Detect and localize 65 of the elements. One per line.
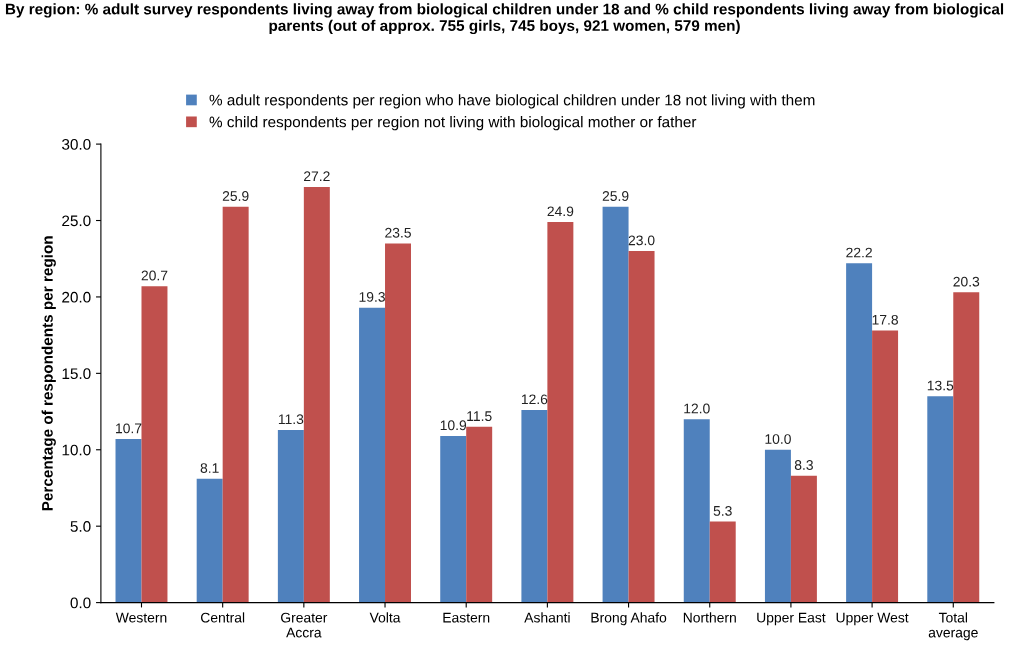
bar (709, 521, 736, 603)
data-label: 23.5 (385, 227, 411, 238)
data-label: 10.7 (116, 423, 142, 434)
x-tick-label: Central (200, 612, 245, 623)
bar (440, 436, 467, 603)
x-tick-label: Upper West (836, 612, 909, 626)
bar (222, 206, 249, 603)
data-label: 10.0 (765, 434, 791, 444)
bar (277, 429, 304, 603)
legend-label: % child respondents per region not living with biological mother or father (209, 116, 697, 131)
y-tick-label: 15.0 (62, 368, 91, 380)
data-label: 24.9 (547, 206, 574, 217)
x-tick-label: Northern (683, 612, 736, 623)
y-tick-label: 30.0 (62, 138, 91, 150)
bar (466, 426, 493, 603)
data-label: 11.3 (278, 414, 304, 425)
y-tick-label: 10.0 (62, 444, 91, 456)
bar (602, 206, 629, 603)
bar (790, 475, 817, 603)
y-tick-label: 0.0 (70, 597, 91, 609)
bar (359, 307, 386, 603)
bar (927, 396, 954, 603)
data-label: 22.2 (846, 247, 872, 258)
bar (521, 410, 548, 603)
bar (872, 330, 899, 603)
data-label: 19.3 (359, 291, 385, 302)
y-axis-title: Percentage of respondents per region (41, 236, 56, 511)
x-tick-label: Ashanti (524, 612, 570, 623)
x-tick-label: Brong Ahafo (591, 612, 667, 626)
x-tick-label: Volta (369, 612, 401, 623)
y-tick-label: 25.0 (62, 215, 91, 227)
data-label: 10.9 (440, 420, 467, 431)
x-tick-label: Total average (928, 612, 978, 641)
chart-title: By region: % adult survey respondents living away from biological children under 18 and % child respondents living away from biological parents (out of approx. 755 girls, 745 boys, 921 women, 579 men) (5, 3, 1004, 35)
data-label: 8.1 (200, 463, 219, 473)
legend-label: % adult respondents per region who have biological children under 18 not living with them (209, 94, 815, 109)
data-label: 17.8 (872, 314, 898, 325)
bar (196, 478, 223, 603)
bar (953, 292, 980, 603)
data-label: 5.3 (713, 505, 732, 516)
y-tick-label: 20.0 (62, 291, 91, 303)
bar (846, 263, 873, 603)
x-tick-label: Eastern (443, 612, 490, 623)
bar (547, 222, 574, 603)
data-label: 23.0 (628, 235, 655, 246)
bar (683, 419, 710, 603)
data-label: 11.5 (467, 411, 492, 422)
data-label: 25.9 (602, 191, 629, 201)
data-label: 8.3 (794, 460, 813, 470)
bar (385, 243, 411, 603)
bar (141, 286, 168, 603)
data-label: 20.7 (141, 270, 168, 281)
y-tick-label: 5.0 (70, 521, 91, 532)
bar (764, 449, 791, 603)
bar (303, 186, 330, 603)
data-label: 12.0 (684, 403, 710, 414)
data-label: 25.9 (222, 191, 249, 201)
bar (115, 439, 142, 603)
data-label: 12.6 (521, 394, 548, 405)
data-label: 27.2 (304, 171, 330, 181)
x-tick-label: Western (115, 612, 167, 623)
x-tick-label: Upper East (757, 612, 826, 626)
bar (628, 251, 655, 603)
data-label: 20.3 (953, 276, 980, 287)
x-tick-label: Greater Accra (281, 612, 328, 638)
